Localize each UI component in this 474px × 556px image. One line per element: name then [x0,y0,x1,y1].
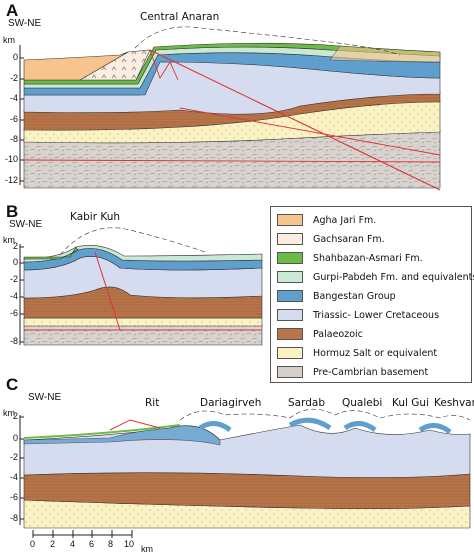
legend-label: Bangestan Group [313,290,396,302]
scale-bar [32,530,133,538]
legend-item: Shahbazan-Asmari Fm. [277,251,423,265]
panel-a-unit: km [3,35,15,45]
legend-swatch [277,252,303,264]
place-label-dariagirveh: Dariagirveh [200,397,262,409]
legend-swatch [277,347,303,359]
section-b [23,227,263,346]
legend-item: Hormuz Salt or equivalent [277,346,437,360]
legend-swatch [277,214,303,226]
panel-a-tick: -4 [9,93,18,103]
scalebar-tick-label: 6 [89,539,95,549]
place-label-sardab: Sardab [288,397,325,409]
legend-swatch [277,271,303,283]
place-label-kul-gui: Kul Gui [392,397,429,409]
legend-label: Gachsaran Fm. [313,233,385,245]
panel-b-unit: km [3,235,15,245]
panel-a-tick: -10 [4,154,18,164]
panel-c-letter: C [6,375,19,394]
legend-item: Palaeozoic [277,327,363,341]
panel-c-tick: -4 [9,472,18,482]
legend-label: Gurpi-Pabdeh Fm. and equivalents [313,271,474,283]
legend-item: Gachsaran Fm. [277,232,385,246]
panel-a-tick: 0 [12,52,18,62]
section-a [23,26,441,191]
legend-label: Triassic- Lower Cretaceous [313,309,440,321]
legend-label: Pre-Cambrian basement [313,366,429,378]
legend-item: Gurpi-Pabdeh Fm. and equivalents [277,270,474,284]
panel-c-tick: -6 [9,492,18,502]
panel-c-tick: -8 [9,513,18,523]
panel-b-tick: -6 [9,308,18,318]
panel-b-tick: 2 [12,241,18,251]
legend-swatch [277,366,303,378]
panel-b-title: Kabir Kuh [70,211,121,223]
panel-b-tick: -8 [9,336,18,346]
panel-c-tick: 0 [12,433,18,443]
panel-a-tick: -2 [9,73,18,83]
panel-b-tick: -2 [9,274,18,284]
panel-c-tick: 2 [12,411,18,421]
legend-label: Agha Jari Fm. [313,214,377,226]
scalebar-tick-label: 4 [70,539,76,549]
place-label-qualebi: Qualebi [342,397,383,409]
panel-c-tick: -2 [9,452,18,462]
legend-swatch [277,233,303,245]
legend-label: Palaeozoic [313,328,363,340]
legend: Agha Jari Fm. Gachsaran Fm. Shahbazan-As… [270,206,474,383]
legend-swatch [277,290,303,302]
panel-c-orientation: SW-NE [28,392,62,403]
scalebar-tick-label: 2 [50,539,56,549]
section-c [23,408,471,529]
legend-item: Agha Jari Fm. [277,213,376,227]
panel-a-orientation: SW-NE [8,18,42,29]
panel-a-tick: -6 [9,114,18,124]
panel-a-title: Central Anaran [140,11,220,23]
legend-swatch [277,309,303,321]
legend-label: Shahbazan-Asmari Fm. [313,252,423,264]
scalebar-unit: km [141,544,153,554]
legend-item: Pre-Cambrian basement [277,365,428,379]
place-label-keshvar: Keshvar [434,397,474,409]
panel-b-tick: -4 [9,291,18,301]
legend-swatch [277,328,303,340]
scalebar-tick-label: 0 [30,539,36,549]
scalebar-tick-label: 8 [108,539,114,549]
panel-b-orientation: SW-NE [9,219,43,230]
legend-item: Bangestan Group [277,289,396,303]
panel-b-letter: B [6,202,19,221]
scalebar-tick-label: 10 [124,539,135,549]
panel-b-tick: 0 [12,257,18,267]
panel-a-tick: -8 [9,134,18,144]
place-label-rit: Rit [145,397,160,409]
panel-c-unit: km [3,408,15,418]
panel-a-tick: -12 [4,175,18,185]
legend-item: Triassic- Lower Cretaceous [277,308,439,322]
panel-a-letter: A [6,1,19,20]
legend-label: Hormuz Salt or equivalent [313,347,438,359]
